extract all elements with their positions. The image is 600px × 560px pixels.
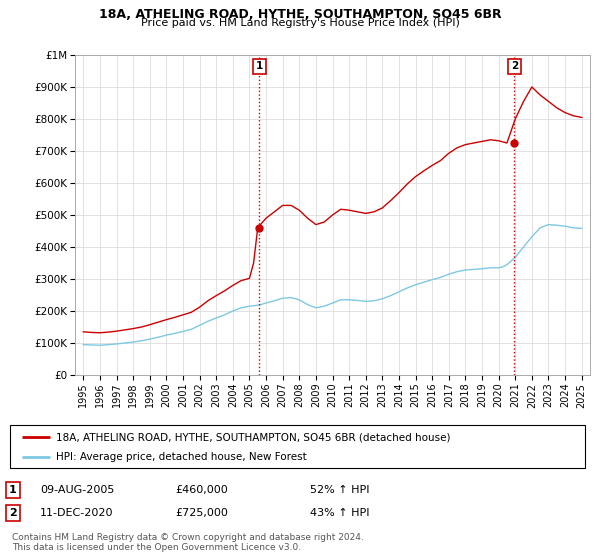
Text: 18A, ATHELING ROAD, HYTHE, SOUTHAMPTON, SO45 6BR (detached house): 18A, ATHELING ROAD, HYTHE, SOUTHAMPTON, … — [56, 432, 451, 442]
Text: Price paid vs. HM Land Registry's House Price Index (HPI): Price paid vs. HM Land Registry's House … — [140, 18, 460, 29]
Text: £460,000: £460,000 — [175, 485, 228, 495]
Text: 09-AUG-2005: 09-AUG-2005 — [40, 485, 115, 495]
Text: 52% ↑ HPI: 52% ↑ HPI — [310, 485, 370, 495]
Text: Contains HM Land Registry data © Crown copyright and database right 2024.
This d: Contains HM Land Registry data © Crown c… — [12, 533, 364, 552]
Text: 2: 2 — [511, 62, 518, 72]
Text: HPI: Average price, detached house, New Forest: HPI: Average price, detached house, New … — [56, 452, 307, 462]
Text: 43% ↑ HPI: 43% ↑ HPI — [310, 508, 370, 518]
Text: 1: 1 — [9, 485, 17, 495]
Text: 1: 1 — [256, 62, 263, 72]
FancyBboxPatch shape — [10, 425, 585, 468]
Text: 2: 2 — [9, 508, 17, 518]
Text: 18A, ATHELING ROAD, HYTHE, SOUTHAMPTON, SO45 6BR: 18A, ATHELING ROAD, HYTHE, SOUTHAMPTON, … — [98, 8, 502, 21]
Text: 11-DEC-2020: 11-DEC-2020 — [40, 508, 113, 518]
Text: £725,000: £725,000 — [175, 508, 228, 518]
